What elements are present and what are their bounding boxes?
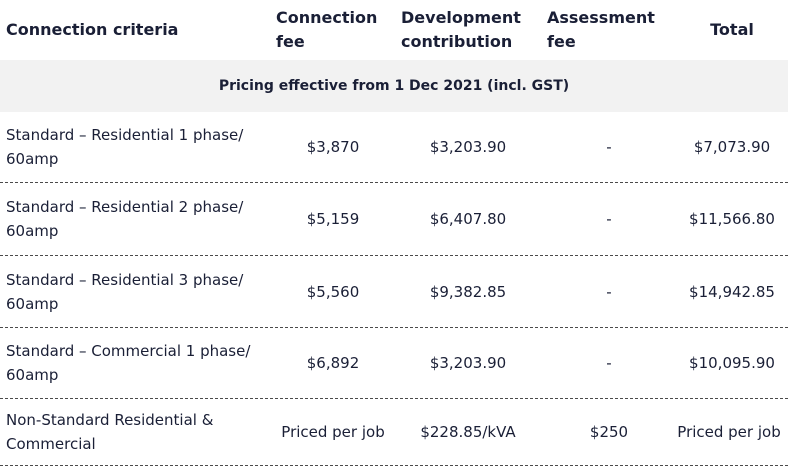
row-criteria: Standard – Residential 3 phase/ 60amp [6, 270, 244, 313]
row-criteria: Non-Standard Residential & Commercial [6, 411, 214, 453]
row-total: $10,095.90 [689, 354, 775, 372]
row-connection-fee: $5,159 [306, 210, 360, 228]
row-total: $11,566.80 [689, 210, 775, 228]
table-row: Standard – Residential 1 phase/ 60amp $3… [0, 112, 788, 182]
table-header-row: Connection criteria Connection fee Devel… [0, 0, 788, 60]
header-assessment-fee: Assessment fee [547, 8, 655, 51]
table-row: Standard – Residential 3 phase/ 60amp $5… [0, 256, 788, 327]
row-total: $7,073.90 [693, 138, 771, 156]
row-criteria: Standard – Residential 1 phase/ 60amp [6, 126, 244, 168]
pricing-effective-row: Pricing effective from 1 Dec 2021 (incl.… [0, 60, 788, 112]
row-connection-fee: $3,870 [306, 138, 360, 156]
row-divider [0, 327, 788, 328]
header-connection-criteria: Connection criteria [6, 20, 179, 39]
row-assessment-fee: - [606, 282, 612, 301]
row-development-contribution: $9,382.85 [429, 282, 507, 301]
row-total: $14,942.85 [689, 282, 775, 301]
row-assessment-fee: - [606, 138, 612, 156]
row-development-contribution: $6,407.80 [429, 210, 507, 228]
row-divider [0, 182, 788, 183]
row-criteria: Standard – Residential 2 phase/ 60amp [6, 198, 244, 240]
row-connection-fee: $6,892 [306, 354, 360, 372]
row-assessment-fee: $250 [589, 423, 629, 441]
table-row: Non-Standard Residential & Commercial Pr… [0, 399, 788, 465]
row-development-contribution: $3,203.90 [429, 354, 507, 372]
row-connection-fee: $5,560 [306, 282, 360, 301]
row-development-contribution: $228.85/kVA [420, 423, 516, 441]
row-development-contribution: $3,203.90 [429, 138, 507, 156]
header-total: Total [710, 20, 754, 39]
header-connection-fee: Connection fee [276, 8, 378, 51]
row-total: Priced per job [677, 423, 781, 441]
row-divider [0, 255, 788, 256]
header-development-contribution: Development contribution [401, 8, 521, 51]
row-assessment-fee: - [606, 210, 612, 228]
row-divider [0, 398, 788, 399]
row-criteria: Standard – Commercial 1 phase/ 60amp [6, 342, 251, 384]
table-row: Standard – Residential 2 phase/ 60amp $5… [0, 183, 788, 255]
pricing-effective-label: Pricing effective from 1 Dec 2021 (incl.… [218, 78, 570, 94]
table-row: Standard – Commercial 1 phase/ 60amp $6,… [0, 328, 788, 398]
row-connection-fee: Priced per job [281, 423, 385, 441]
row-assessment-fee: - [606, 354, 612, 372]
